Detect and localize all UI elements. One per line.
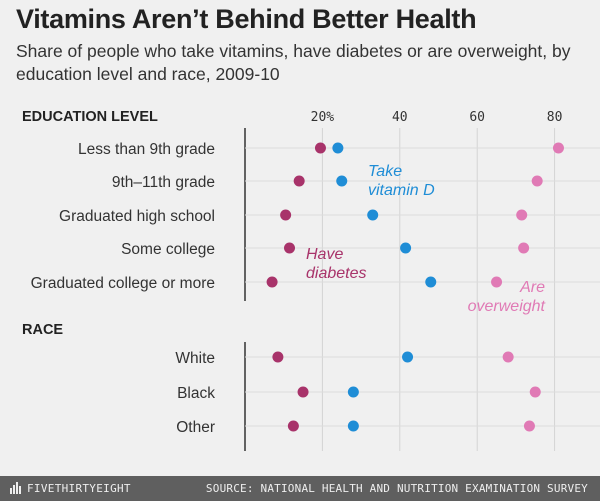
row-label: Less than 9th grade	[78, 141, 215, 158]
x-tick-label: 40	[392, 110, 408, 125]
row-label: Other	[176, 419, 215, 436]
chart-subtitle: Share of people who take vitamins, have …	[16, 41, 571, 84]
vitamin_d-dot	[332, 142, 344, 154]
footer-bar: FIVETHIRTYEIGHT SOURCE: NATIONAL HEALTH …	[0, 476, 600, 501]
annotation-line: Take	[368, 163, 402, 180]
diabetes-dot	[293, 175, 305, 187]
section-heading: EDUCATION LEVEL	[22, 109, 158, 125]
overweight-annotation: Are overweight	[468, 279, 546, 315]
overweight-dot	[523, 420, 535, 432]
overweight-dot	[516, 209, 528, 221]
vitamin_d-dot	[347, 386, 359, 398]
diabetes-dot	[297, 386, 309, 398]
row-label: Some college	[121, 241, 215, 258]
chart-title: Vitamins Aren’t Behind Better Health	[16, 4, 477, 34]
annotation-line: overweight	[468, 298, 546, 315]
footer-logo-text: FIVETHIRTYEIGHT	[27, 482, 131, 495]
diabetes-dot	[314, 142, 326, 154]
dot-chart: 20% 40 60 80 EDUCATION LEVEL Less than 9th gr…	[22, 109, 600, 451]
annotation-line: diabetes	[306, 265, 367, 282]
footer-logo: FIVETHIRTYEIGHT	[10, 482, 131, 495]
overweight-dot	[529, 386, 541, 398]
overweight-dot	[502, 351, 514, 363]
diabetes-dot	[280, 209, 292, 221]
fivethirtyeight-logo-icon	[10, 482, 21, 494]
overweight-dot	[491, 276, 503, 288]
annotation-line: Are	[519, 279, 545, 296]
x-tick-label: 60	[469, 110, 485, 125]
row-label: Black	[177, 385, 215, 402]
vitamin_d-annotation: Take vitamin D	[368, 163, 435, 199]
section-heading: RACE	[22, 322, 63, 338]
vitamin_d-dot	[402, 351, 414, 363]
overweight-dot	[552, 142, 564, 154]
footer-source: SOURCE: NATIONAL HEALTH AND NUTRITION EX…	[205, 482, 588, 495]
x-tick-label: 20%	[311, 110, 335, 125]
row-label: Graduated college or more	[31, 275, 215, 292]
row-label: 9th–11th grade	[112, 174, 215, 191]
vitamin_d-dot	[367, 209, 379, 221]
vitamin_d-dot	[400, 242, 412, 254]
vitamin_d-dot	[425, 276, 437, 288]
diabetes-dot	[266, 276, 278, 288]
vitamin_d-dot	[336, 175, 348, 187]
overweight-dot	[518, 242, 530, 254]
x-tick-label: 80	[547, 110, 563, 125]
diabetes-dot	[284, 242, 296, 254]
annotation-line: vitamin D	[368, 182, 435, 199]
overweight-dot	[531, 175, 543, 187]
diabetes-dot	[287, 420, 299, 432]
diabetes-annotation: Have diabetes	[306, 246, 367, 282]
diabetes-dot	[272, 351, 284, 363]
annotation-line: Have	[306, 246, 343, 263]
vitamin_d-dot	[347, 420, 359, 432]
row-label: Graduated high school	[59, 208, 215, 225]
row-label: White	[175, 350, 215, 367]
